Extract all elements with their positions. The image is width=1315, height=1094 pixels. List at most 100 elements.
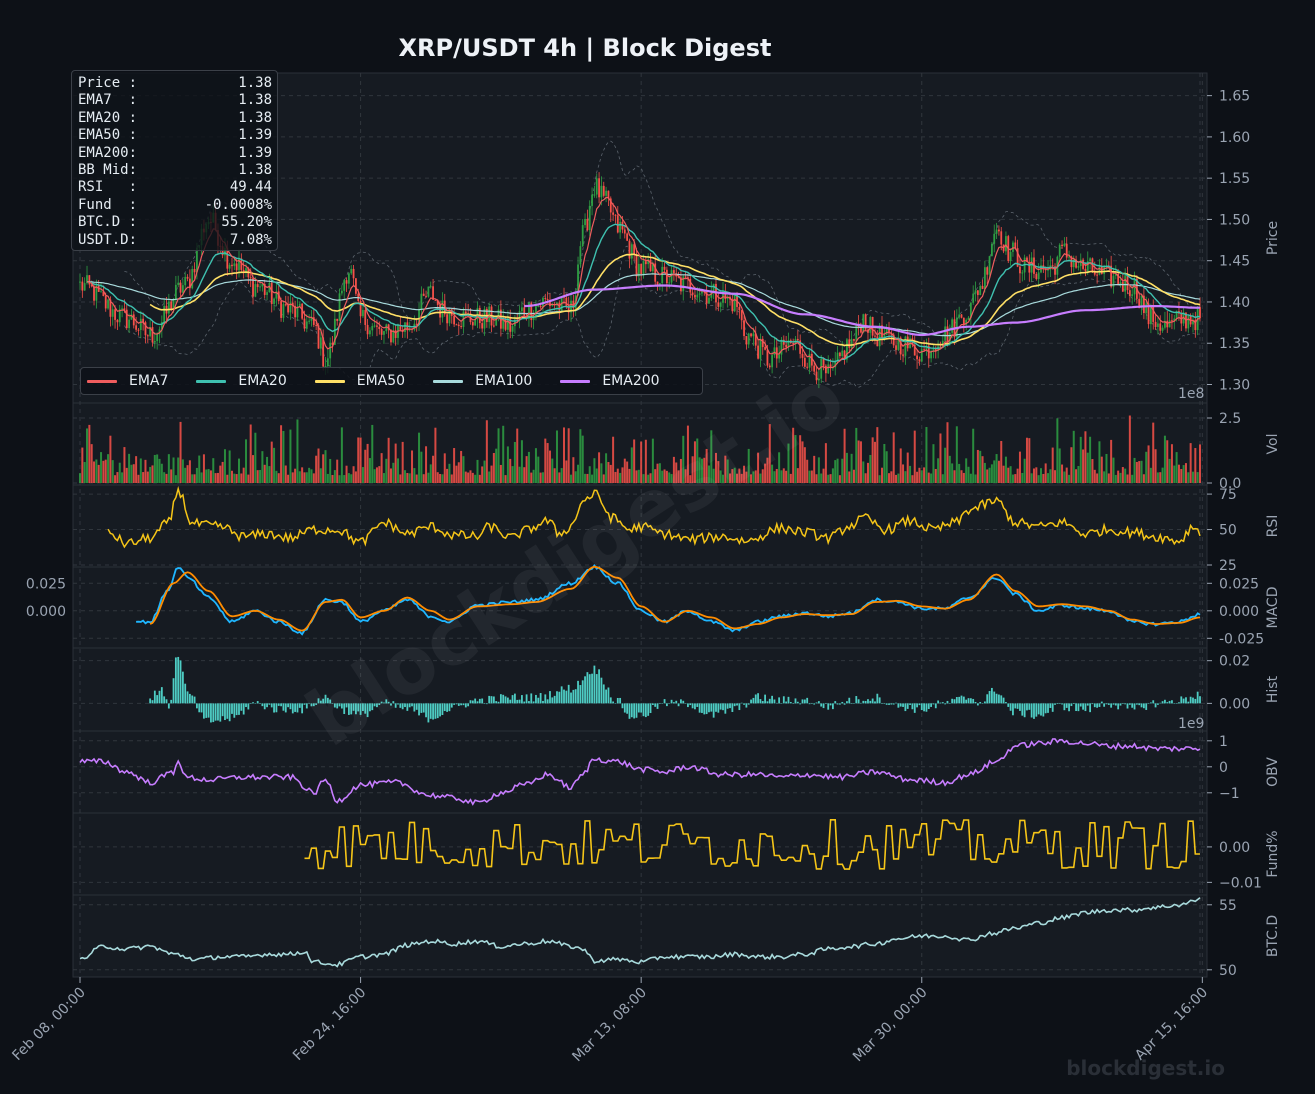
candle-body: [1068, 256, 1070, 258]
candle-body: [317, 325, 320, 349]
hist-bar: [792, 703, 795, 704]
candle-body: [635, 253, 638, 277]
readout-label: Fund :: [78, 196, 138, 213]
candle-body: [1103, 266, 1106, 274]
candle-body: [808, 353, 811, 368]
hist-bar: [357, 703, 360, 712]
volume-bar: [1124, 468, 1127, 483]
hist-bar: [275, 703, 278, 713]
volume-bar: [481, 466, 484, 483]
candle-body: [114, 309, 116, 320]
candle-body: [677, 276, 680, 278]
volume-bar: [787, 443, 790, 483]
volume-bar: [457, 462, 460, 483]
volume-bar: [574, 471, 577, 483]
hist-bar: [881, 703, 883, 704]
volume-bar: [347, 473, 350, 483]
volume-bar: [1177, 464, 1180, 483]
hist-bar: [969, 698, 972, 704]
volume-bar: [972, 428, 975, 483]
volume-bar: [240, 473, 243, 483]
hist-bar: [965, 699, 968, 704]
volume-bar: [1093, 469, 1096, 483]
hist-bar: [560, 686, 563, 704]
volume-bar: [1145, 451, 1148, 483]
hist-bar: [518, 699, 521, 704]
candle-body: [298, 303, 301, 307]
volume-bar: [462, 456, 465, 483]
volume-bar: [516, 428, 519, 483]
volume-bar: [121, 472, 124, 483]
volume-bar: [1061, 464, 1064, 483]
volume-bar: [962, 472, 965, 483]
volume-bar: [109, 435, 112, 483]
hist-bar: [906, 703, 909, 709]
hist-bar: [455, 703, 458, 705]
volume-bar: [602, 474, 605, 483]
hist-bar: [1154, 703, 1157, 708]
volume-bar: [675, 462, 678, 483]
hist-bar: [333, 703, 336, 708]
candle-body: [654, 263, 657, 282]
candle-body: [1086, 261, 1089, 272]
candle-body: [1093, 271, 1096, 275]
hist-bar: [441, 703, 444, 716]
volume-bar: [1070, 447, 1073, 483]
volume-bar: [345, 465, 348, 483]
legend-label: EMA200: [602, 373, 660, 389]
volume-bar: [1105, 453, 1108, 483]
candle-body: [385, 324, 388, 332]
volume-bar: [736, 473, 739, 483]
candle-body: [1124, 275, 1127, 292]
legend-item-ema100: EMA100: [433, 373, 532, 389]
hist-bar: [392, 701, 395, 704]
candle-body: [822, 358, 825, 366]
candle-body: [689, 278, 692, 293]
candle-body: [993, 233, 996, 244]
hist-bar: [911, 703, 914, 710]
candle-body: [649, 259, 652, 272]
hist-bar: [478, 698, 481, 704]
hist-bar: [158, 690, 161, 704]
volume-bar: [118, 462, 121, 483]
volume-bar: [230, 470, 233, 483]
volume-bar: [902, 464, 905, 483]
volume-bar: [247, 474, 250, 483]
y-axis-label: BTC.D: [1265, 915, 1281, 957]
hist-bar: [352, 703, 355, 711]
volume-bar: [990, 464, 993, 483]
volume-bar: [693, 441, 696, 483]
hist-bar: [1121, 703, 1124, 704]
hist-bar: [577, 680, 579, 704]
hist-bar: [1173, 703, 1176, 704]
volume-bar: [235, 474, 238, 483]
candle-body: [588, 205, 591, 231]
volume-bar: [135, 456, 138, 483]
hist-bar: [476, 701, 479, 704]
hist-bar: [668, 703, 671, 704]
hist-bar: [322, 698, 325, 704]
candle-body: [591, 194, 593, 206]
volume-bar: [584, 473, 587, 483]
volume-bar: [1114, 474, 1117, 483]
hist-bar: [958, 696, 961, 704]
hist-bar: [869, 700, 872, 704]
candle-body: [378, 326, 381, 329]
volume-bar: [427, 472, 430, 483]
volume-bar: [565, 460, 568, 483]
hist-bar: [151, 700, 154, 704]
candle-body: [673, 270, 675, 274]
candle-body: [280, 301, 282, 318]
hist-bar: [1142, 703, 1145, 709]
hist-bar: [567, 684, 570, 704]
hist-bar: [1058, 703, 1061, 704]
volume-bar: [163, 472, 166, 483]
candle-body: [1159, 323, 1162, 331]
hist-bar: [364, 703, 367, 714]
hist-bar: [998, 694, 1000, 704]
candle-body: [1084, 268, 1087, 272]
candle-body: [427, 286, 430, 297]
candle-body: [644, 261, 647, 265]
hist-bar: [1049, 703, 1052, 708]
